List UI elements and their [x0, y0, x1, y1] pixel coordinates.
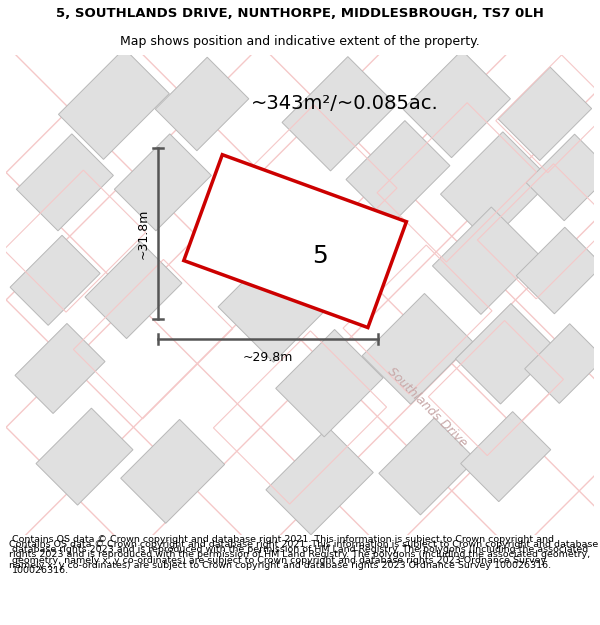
Polygon shape: [121, 419, 224, 523]
Polygon shape: [498, 67, 592, 161]
Polygon shape: [85, 242, 182, 339]
Polygon shape: [526, 134, 600, 221]
Text: Contains OS data © Crown copyright and database right 2021. This information is : Contains OS data © Crown copyright and d…: [9, 540, 598, 569]
Polygon shape: [379, 418, 476, 515]
Polygon shape: [155, 58, 249, 151]
Polygon shape: [455, 304, 556, 404]
Polygon shape: [433, 207, 540, 314]
Polygon shape: [218, 238, 343, 362]
Text: Map shows position and indicative extent of the property.: Map shows position and indicative extent…: [120, 35, 480, 48]
Polygon shape: [346, 121, 450, 224]
Polygon shape: [461, 412, 551, 502]
Text: ~31.8m: ~31.8m: [137, 209, 150, 259]
Polygon shape: [58, 49, 169, 159]
Polygon shape: [440, 132, 551, 242]
Polygon shape: [282, 57, 397, 171]
Polygon shape: [362, 294, 473, 404]
Text: ~29.8m: ~29.8m: [243, 351, 293, 364]
Polygon shape: [36, 408, 133, 505]
Polygon shape: [16, 134, 113, 231]
Polygon shape: [115, 134, 211, 231]
Text: 5, SOUTHLANDS DRIVE, NUNTHORPE, MIDDLESBROUGH, TS7 0LH: 5, SOUTHLANDS DRIVE, NUNTHORPE, MIDDLESB…: [56, 8, 544, 20]
Polygon shape: [266, 428, 373, 535]
Text: Southlands Drive: Southlands Drive: [385, 365, 470, 450]
Polygon shape: [10, 235, 100, 326]
Polygon shape: [516, 228, 600, 314]
Polygon shape: [15, 324, 105, 414]
Polygon shape: [184, 155, 406, 328]
Text: ~343m²/~0.085ac.: ~343m²/~0.085ac.: [251, 94, 439, 114]
Polygon shape: [276, 329, 383, 437]
Text: 5: 5: [312, 244, 328, 268]
Polygon shape: [403, 50, 511, 158]
Text: Contains OS data © Crown copyright and database right 2021. This information is : Contains OS data © Crown copyright and d…: [12, 535, 588, 575]
Polygon shape: [524, 324, 600, 403]
